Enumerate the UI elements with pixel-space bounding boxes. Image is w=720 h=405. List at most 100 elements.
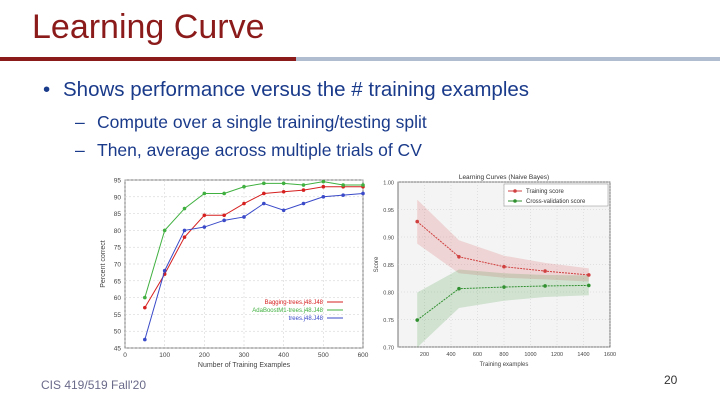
- data-point: [202, 225, 207, 229]
- y-tick-label: 60: [114, 295, 122, 302]
- data-point: [361, 183, 365, 187]
- sub-bullet-1-text: Compute over a single training/testing s…: [97, 112, 427, 132]
- x-axis-label: Number of Training Examples: [198, 362, 291, 369]
- data-point: [222, 213, 226, 218]
- sub-bullet-dash: –: [75, 112, 85, 132]
- sub-bullet-2: – Then, average across multiple trials of…: [75, 140, 422, 161]
- data-point: [262, 181, 266, 186]
- y-tick-label: 85: [114, 211, 122, 218]
- x-tick-label: 800: [499, 352, 508, 358]
- data-point: [502, 264, 506, 269]
- data-point: [262, 191, 266, 196]
- series-band: [417, 199, 589, 282]
- chart-title: Learning Curves (Naive Bayes): [459, 174, 549, 181]
- y-axis-label: Score: [374, 256, 380, 272]
- x-tick-label: 0: [123, 352, 127, 359]
- data-point: [457, 286, 461, 291]
- data-point: [543, 284, 547, 288]
- learning-curve-chart-naive-bayes: 200 400 600 800 1000 1200 1400 1600 0.70 0.75 0.80…: [374, 174, 616, 368]
- main-bullet: • Shows performance versus the # training…: [43, 78, 529, 102]
- data-point: [281, 189, 286, 194]
- x-tick-label: 600: [358, 352, 369, 359]
- y-tick-label: 1.00: [383, 181, 394, 187]
- sub-bullet-2-text: Then, average across multiple trials of …: [97, 140, 422, 160]
- sub-bullet-1: – Compute over a single training/testing …: [75, 112, 427, 133]
- data-point: [321, 179, 326, 184]
- data-point: [341, 193, 345, 197]
- data-point: [182, 228, 187, 233]
- data-point: [143, 305, 147, 310]
- data-point: [321, 184, 326, 189]
- y-tick-label: 0.70: [383, 346, 394, 352]
- x-axis-label: Training examples: [480, 362, 529, 368]
- title-rule-light: [296, 57, 720, 61]
- y-tick-label: 65: [114, 278, 122, 285]
- x-tick-label: 300: [239, 352, 250, 359]
- y-tick-label: 55: [114, 312, 122, 319]
- data-point: [182, 235, 187, 239]
- data-point: [502, 285, 506, 289]
- x-tick-label: 200: [199, 352, 210, 359]
- data-point: [457, 255, 461, 259]
- y-tick-label: 0.85: [383, 263, 394, 269]
- slide-title: Learning Curve: [32, 8, 265, 46]
- y-tick-label: 90: [114, 194, 122, 201]
- data-point: [242, 215, 246, 219]
- data-point: [543, 269, 547, 273]
- data-point: [182, 206, 187, 211]
- y-tick-label: 75: [114, 245, 122, 252]
- x-tick-label: 1000: [524, 352, 536, 358]
- y-tick-label: 0.80: [383, 291, 394, 297]
- x-tick-label: 200: [420, 352, 429, 358]
- x-tick-label: 1200: [551, 352, 563, 358]
- data-point: [222, 218, 226, 223]
- y-tick-label: 45: [114, 346, 122, 353]
- data-point: [301, 188, 306, 192]
- footer-course: CIS 419/519 Fall'20: [41, 378, 147, 392]
- legend-label: AdaBoostM1-trees.j48.J48: [252, 308, 323, 314]
- data-point: [587, 273, 591, 277]
- data-point: [242, 201, 246, 206]
- y-tick-label: 0.75: [383, 318, 394, 324]
- y-tick-label: 0.90: [383, 236, 394, 242]
- data-point: [587, 283, 591, 288]
- y-tick-label: 80: [114, 228, 122, 235]
- x-tick-label: 500: [318, 352, 329, 359]
- data-point: [162, 268, 167, 273]
- legend-box: [503, 183, 609, 207]
- sub-bullet-dash: –: [75, 140, 85, 160]
- y-tick-label: 50: [114, 329, 122, 336]
- series-line: [144, 181, 363, 298]
- x-tick-label: 100: [159, 352, 170, 359]
- legend-label: Cross-validation score: [526, 199, 586, 205]
- page-number: 20: [664, 373, 678, 387]
- legend-marker: [513, 189, 517, 193]
- data-point: [262, 201, 266, 206]
- bullet-dot: •: [43, 78, 51, 101]
- legend-marker: [513, 199, 517, 203]
- data-point: [242, 184, 246, 189]
- data-point: [143, 295, 147, 300]
- data-point: [281, 181, 286, 186]
- data-point: [415, 318, 420, 322]
- data-point: [222, 191, 226, 196]
- x-tick-label: 400: [446, 352, 455, 358]
- x-tick-label: 600: [473, 352, 482, 358]
- x-tick-label: 1600: [604, 352, 616, 358]
- data-point: [361, 191, 365, 196]
- y-tick-label: 0.95: [383, 208, 394, 214]
- data-point: [143, 337, 147, 342]
- data-point: [415, 219, 420, 224]
- data-point: [202, 213, 207, 218]
- y-tick-label: 70: [114, 262, 122, 269]
- series-line: [144, 186, 363, 308]
- data-point: [301, 183, 306, 187]
- data-point: [321, 195, 326, 199]
- data-point: [202, 191, 207, 196]
- data-point: [341, 183, 345, 187]
- legend-label: Training score: [526, 189, 564, 195]
- data-point: [162, 228, 167, 233]
- y-axis-label: Percent correct: [100, 240, 107, 288]
- data-point: [281, 208, 286, 213]
- data-point: [301, 201, 306, 206]
